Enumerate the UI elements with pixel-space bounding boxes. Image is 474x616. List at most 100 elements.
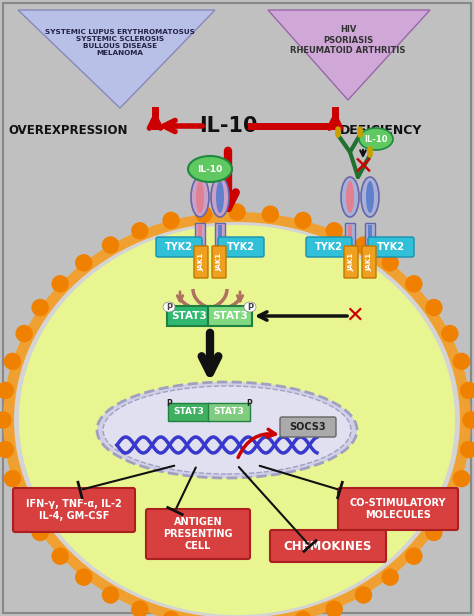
- Ellipse shape: [3, 212, 471, 616]
- Circle shape: [4, 471, 20, 487]
- Circle shape: [16, 326, 32, 342]
- FancyBboxPatch shape: [368, 237, 414, 257]
- Circle shape: [454, 471, 470, 487]
- Text: ANTIGEN
PRESENTING
CELL: ANTIGEN PRESENTING CELL: [163, 517, 233, 551]
- FancyBboxPatch shape: [362, 246, 376, 278]
- Circle shape: [76, 255, 92, 271]
- Text: ✕: ✕: [346, 306, 365, 326]
- Ellipse shape: [346, 181, 354, 213]
- Circle shape: [32, 299, 48, 315]
- Text: TYK2: TYK2: [315, 242, 343, 252]
- Ellipse shape: [216, 181, 224, 213]
- Circle shape: [0, 383, 13, 399]
- Circle shape: [382, 569, 398, 585]
- Circle shape: [356, 237, 372, 253]
- Ellipse shape: [361, 177, 379, 217]
- Circle shape: [102, 587, 118, 603]
- FancyBboxPatch shape: [270, 530, 386, 562]
- Text: TYK2: TYK2: [165, 242, 193, 252]
- FancyBboxPatch shape: [338, 488, 458, 530]
- Text: IL-10: IL-10: [199, 116, 257, 136]
- Circle shape: [426, 299, 442, 315]
- Circle shape: [442, 326, 458, 342]
- Bar: [195, 223, 205, 245]
- Text: JAK1: JAK1: [348, 253, 354, 271]
- Circle shape: [229, 204, 245, 220]
- Circle shape: [163, 213, 179, 229]
- FancyBboxPatch shape: [344, 246, 358, 278]
- Circle shape: [52, 548, 68, 564]
- Circle shape: [406, 548, 422, 564]
- Text: P: P: [166, 302, 172, 312]
- Ellipse shape: [188, 156, 232, 182]
- FancyBboxPatch shape: [167, 306, 211, 326]
- Bar: [365, 223, 375, 245]
- FancyBboxPatch shape: [208, 306, 252, 326]
- Circle shape: [32, 524, 48, 540]
- Circle shape: [406, 276, 422, 292]
- Ellipse shape: [211, 177, 229, 217]
- Ellipse shape: [97, 382, 357, 478]
- Circle shape: [16, 498, 32, 514]
- Text: P: P: [166, 400, 172, 408]
- Ellipse shape: [359, 128, 393, 150]
- Text: CHEMOKINES: CHEMOKINES: [284, 540, 372, 553]
- Text: DEFICIENCY: DEFICIENCY: [340, 123, 422, 137]
- Ellipse shape: [366, 181, 374, 213]
- Bar: [348, 225, 352, 243]
- FancyBboxPatch shape: [146, 509, 250, 559]
- Polygon shape: [18, 10, 215, 108]
- Text: P: P: [247, 302, 253, 312]
- Text: HIV
PSORIASIS
RHEUMATOID ARTHRITIS: HIV PSORIASIS RHEUMATOID ARTHRITIS: [290, 25, 406, 55]
- Circle shape: [326, 223, 342, 239]
- Text: ✕: ✕: [353, 155, 374, 179]
- Text: IL-10: IL-10: [197, 164, 223, 174]
- FancyBboxPatch shape: [13, 488, 135, 532]
- Text: TYK2: TYK2: [377, 242, 405, 252]
- Text: JAK1: JAK1: [216, 253, 222, 271]
- Circle shape: [461, 442, 474, 458]
- Text: STAT3: STAT3: [212, 311, 248, 321]
- Polygon shape: [268, 10, 430, 100]
- Text: CO-STIMULATORY
MOLECULES: CO-STIMULATORY MOLECULES: [350, 498, 446, 520]
- Ellipse shape: [103, 386, 351, 474]
- Bar: [345, 223, 355, 245]
- Circle shape: [0, 442, 13, 458]
- Text: P: P: [246, 400, 252, 408]
- FancyBboxPatch shape: [208, 403, 250, 421]
- FancyBboxPatch shape: [212, 246, 226, 278]
- Circle shape: [196, 206, 212, 222]
- Circle shape: [442, 498, 458, 514]
- Circle shape: [132, 601, 148, 616]
- FancyBboxPatch shape: [168, 403, 210, 421]
- Ellipse shape: [191, 177, 209, 217]
- Circle shape: [382, 255, 398, 271]
- Circle shape: [163, 612, 179, 616]
- Ellipse shape: [196, 181, 204, 213]
- Circle shape: [4, 354, 20, 370]
- Text: IL-10: IL-10: [364, 134, 388, 144]
- Circle shape: [295, 213, 311, 229]
- FancyBboxPatch shape: [306, 237, 352, 257]
- Circle shape: [426, 524, 442, 540]
- Circle shape: [326, 601, 342, 616]
- Text: IFN-γ, TNF-α, IL-2
IL-4, GM-CSF: IFN-γ, TNF-α, IL-2 IL-4, GM-CSF: [26, 499, 122, 521]
- Bar: [198, 225, 202, 243]
- Circle shape: [463, 412, 474, 428]
- Circle shape: [132, 223, 148, 239]
- FancyBboxPatch shape: [218, 237, 264, 257]
- Circle shape: [0, 412, 11, 428]
- Ellipse shape: [163, 302, 175, 312]
- Circle shape: [52, 276, 68, 292]
- Circle shape: [356, 587, 372, 603]
- Circle shape: [102, 237, 118, 253]
- Ellipse shape: [244, 302, 256, 312]
- Text: STAT3: STAT3: [214, 408, 245, 416]
- Text: SYSTEMIC LUPUS ERYTHROMATOSUS
SYSTEMIC SCLEROSIS
BULLOUS DISEASE
MELANOMA: SYSTEMIC LUPUS ERYTHROMATOSUS SYSTEMIC S…: [45, 28, 195, 55]
- Text: JAK1: JAK1: [366, 253, 372, 271]
- Text: STAT3: STAT3: [173, 408, 204, 416]
- Text: STAT3: STAT3: [171, 311, 207, 321]
- Circle shape: [454, 354, 470, 370]
- Text: JAK1: JAK1: [198, 253, 204, 271]
- Circle shape: [461, 383, 474, 399]
